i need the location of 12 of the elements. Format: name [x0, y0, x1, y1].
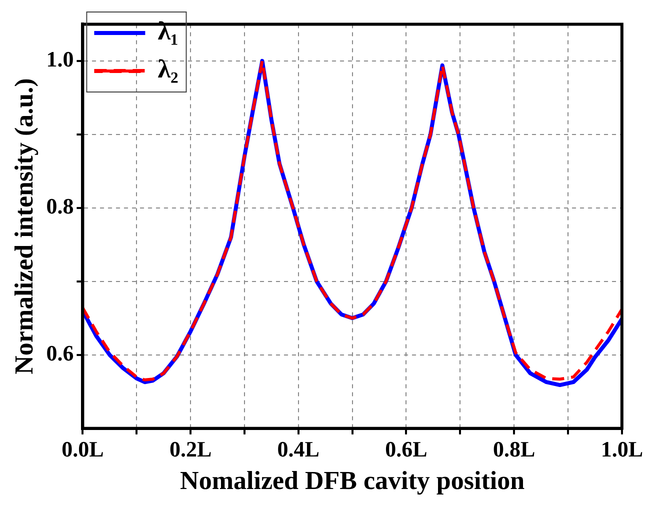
y-tick-label: 0.8: [46, 194, 74, 219]
x-axis-title: Nomalized DFB cavity position: [180, 466, 526, 496]
x-tick-label: 1.0L: [600, 436, 644, 462]
x-tick-label: 0.0L: [62, 436, 104, 462]
x-tick-label: 0.8L: [492, 436, 536, 462]
y-tick-label: 1.0: [46, 46, 74, 72]
x-tick-label: 0.4L: [277, 436, 320, 462]
y-axis-title: Normalized intensity (a.u.): [9, 78, 38, 374]
legend-label: λ₂: [158, 54, 178, 84]
x-tick-label: 0.6L: [385, 436, 428, 462]
y-tick-label: 0.6: [46, 340, 74, 366]
x-tick-label: 0.2L: [169, 436, 212, 462]
